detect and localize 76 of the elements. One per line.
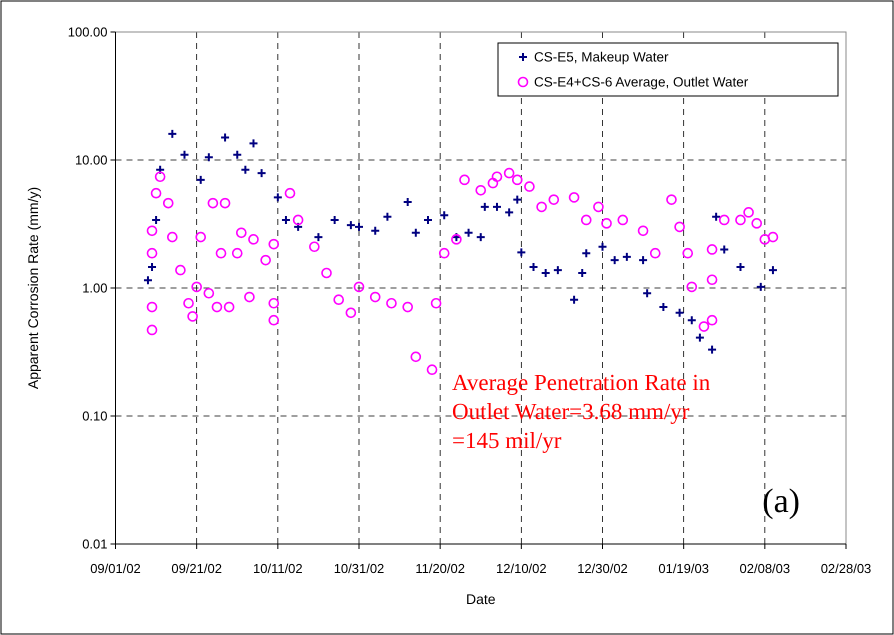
legend-label: CS-E4+CS-6 Average, Outlet Water [534,74,749,90]
point [540,268,551,278]
point [256,168,267,178]
legend-label: CS-E5, Makeup Water [534,50,670,65]
x-tick-label: 02/28/03 [820,561,872,576]
point [155,164,166,175]
annotation: Average Penetration Rate in Outlet Water=3.68 mm/yr =145 mil/yr [452,370,711,453]
point [293,222,304,232]
y-tick-label: 100.00 [68,24,108,40]
point [581,248,592,258]
point [480,202,490,212]
point [686,315,697,326]
point [674,308,685,318]
point [220,132,230,142]
point [313,232,324,242]
point [638,255,648,266]
x-tick-label: 12/10/02 [496,561,547,576]
x-tick-label: 11/20/02 [415,561,465,576]
point [410,228,421,238]
point [142,275,153,286]
point [577,268,588,278]
point [642,288,652,298]
point [147,262,158,272]
point [422,214,433,225]
point [240,164,250,175]
x-tick-label: 09/21/02 [171,561,222,576]
point [232,150,242,160]
point [735,262,746,272]
point [528,262,539,272]
point [598,242,608,252]
point [151,214,162,225]
x-tick-label: 12/30/02 [577,561,628,576]
point [622,252,632,262]
point [179,150,190,160]
point [516,247,526,258]
point [272,192,283,202]
point [346,220,356,230]
point [768,265,778,276]
y-tick-label: 1.00 [82,280,108,296]
point [382,212,392,222]
x-tick-label: 01/19/03 [658,561,709,576]
point [476,232,486,242]
x-tick-label: 02/08/03 [740,561,790,576]
point [711,212,722,222]
point [719,244,730,254]
point [504,207,514,218]
point [370,226,380,236]
y-axis-title: Apparent Corrosion Rate (mm/y) [25,186,41,390]
point [512,194,522,205]
point [248,138,258,148]
point [451,232,462,242]
point [280,214,291,225]
point [569,294,580,305]
x-tick-label: 10/31/02 [334,561,384,576]
point [402,196,413,207]
point [196,174,206,185]
x-tick-label: 09/01/02 [90,561,141,576]
y-tick-label: 0.01 [82,536,108,552]
point [756,282,766,292]
point [439,210,450,220]
point [167,128,178,139]
point [204,152,214,162]
point [694,332,705,343]
point [658,302,668,312]
point [464,228,474,238]
point [610,255,620,266]
x-axis-title: Date [466,591,496,607]
point [354,222,364,232]
y-tick-label: 0.10 [82,408,108,424]
annotation: (a) [762,483,800,520]
y-tick-label: 10.00 [74,152,108,168]
point [492,202,502,212]
point [552,265,563,276]
point [330,214,340,225]
x-tick-label: 10/11/02 [253,561,303,576]
point [707,344,718,355]
